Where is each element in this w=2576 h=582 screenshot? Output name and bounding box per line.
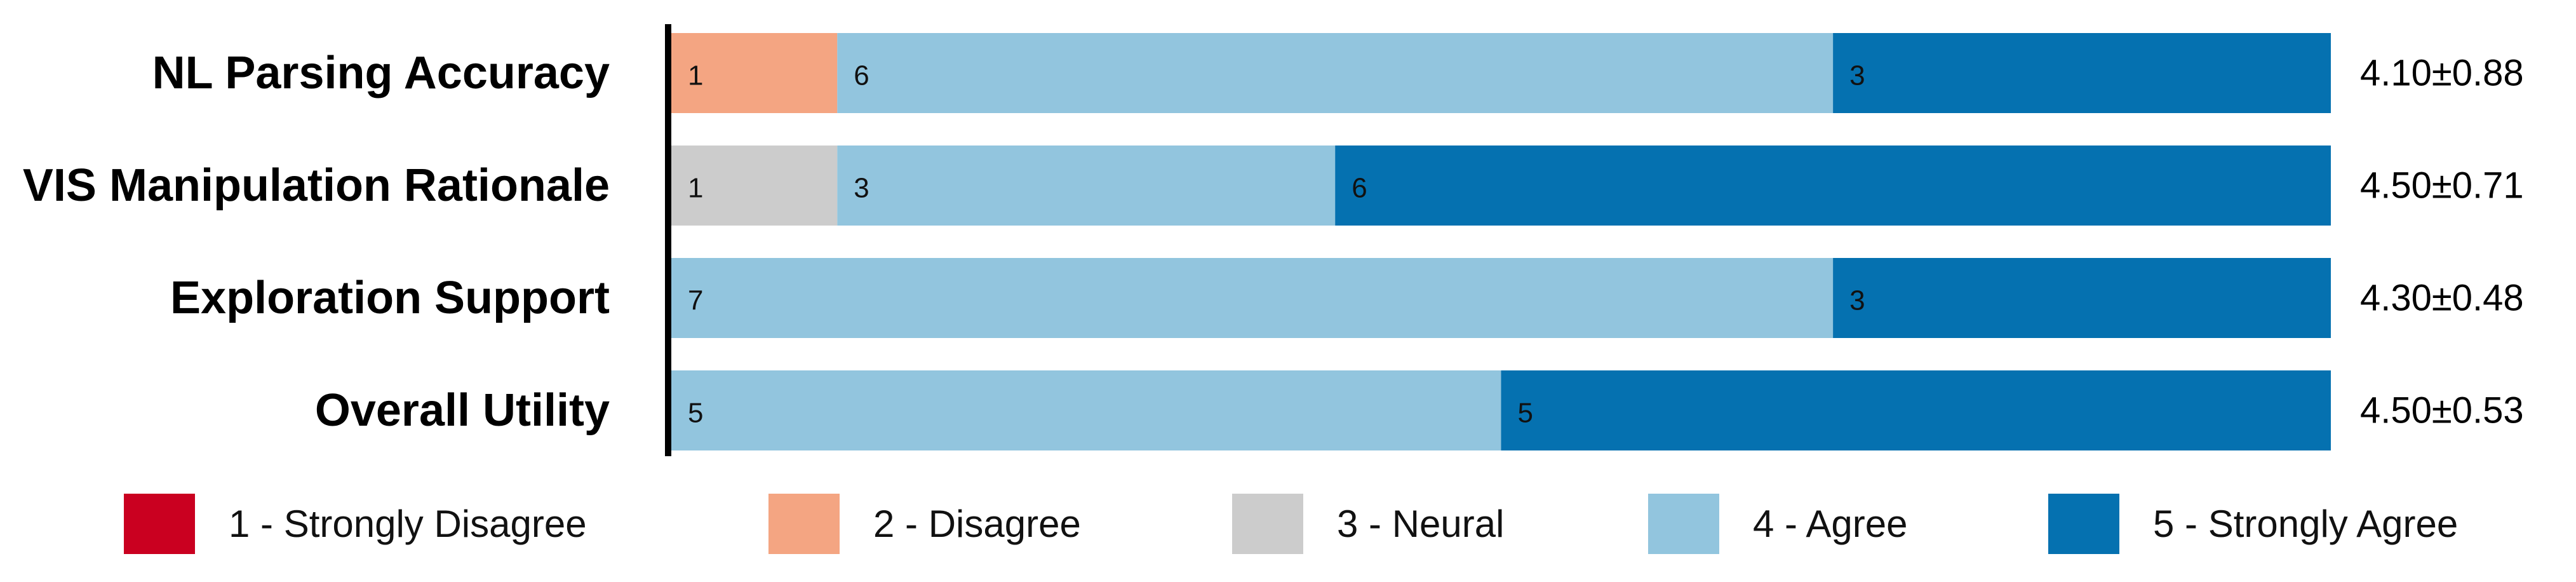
bar-segment-nl-parsing-accuracy-5 — [1833, 33, 2331, 113]
segment-count-nl-parsing-accuracy-2: 1 — [688, 60, 703, 91]
segment-count-overall-utility-5: 5 — [1518, 398, 1533, 429]
legend-swatch-4 — [1648, 494, 1719, 554]
mean-sd-vis-manipulation-rationale: 4.50±0.71 — [2360, 165, 2524, 206]
bar-segment-overall-utility-5 — [1501, 370, 2331, 450]
segment-count-overall-utility-4: 5 — [688, 398, 703, 429]
bar-segment-vis-manipulation-rationale-3 — [671, 146, 838, 226]
bar-segment-nl-parsing-accuracy-4 — [837, 33, 1834, 113]
category-label-exploration-support: Exploration Support — [170, 273, 610, 323]
category-label-overall-utility: Overall Utility — [315, 385, 610, 436]
mean-sd-exploration-support: 4.30±0.48 — [2360, 278, 2524, 319]
legend-label-1: 1 - Strongly Disagree — [229, 503, 587, 545]
segment-count-exploration-support-4: 7 — [688, 285, 703, 316]
mean-sd-nl-parsing-accuracy: 4.10±0.88 — [2360, 53, 2524, 94]
legend-label-4: 4 - Agree — [1753, 503, 1908, 545]
bar-segment-exploration-support-5 — [1833, 258, 2331, 338]
legend: 1 - Strongly Disagree 2 - Disagree 3 - Neu… — [124, 494, 2458, 554]
legend-label-5: 5 - Strongly Agree — [2153, 503, 2458, 545]
mean-sd-labels: 4.10±0.88 4.50±0.71 4.30±0.48 4.50±0.53 — [2360, 53, 2524, 431]
segment-count-exploration-support-5: 3 — [1849, 285, 1865, 316]
legend-label-3: 3 - Neural — [1337, 503, 1504, 545]
category-labels: NL Parsing Accuracy VIS Manipulation Rati… — [23, 48, 610, 436]
legend-label-2: 2 - Disagree — [873, 503, 1081, 545]
category-label-nl-parsing-accuracy: NL Parsing Accuracy — [152, 48, 610, 98]
bar-segment-nl-parsing-accuracy-2 — [671, 33, 838, 113]
bar-segment-overall-utility-4 — [671, 370, 1501, 450]
segment-count-vis-manipulation-rationale-4: 3 — [854, 173, 869, 204]
segment-count-nl-parsing-accuracy-4: 6 — [854, 60, 869, 91]
segment-count-vis-manipulation-rationale-5: 6 — [1352, 173, 1367, 204]
segment-count-vis-manipulation-rationale-3: 1 — [688, 173, 703, 204]
legend-swatch-5 — [2048, 494, 2119, 554]
legend-swatch-3 — [1232, 494, 1303, 554]
bar-segment-exploration-support-4 — [671, 258, 1834, 338]
segment-count-nl-parsing-accuracy-5: 3 — [1849, 60, 1865, 91]
legend-swatch-2 — [768, 494, 840, 554]
mean-sd-overall-utility: 4.50±0.53 — [2360, 390, 2524, 431]
category-label-vis-manipulation-rationale: VIS Manipulation Rationale — [23, 160, 610, 211]
bar-segment-vis-manipulation-rationale-4 — [837, 146, 1336, 226]
bar-segment-vis-manipulation-rationale-5 — [1335, 146, 2331, 226]
stacked-bars: 1 6 3 1 3 6 7 3 5 5 — [671, 33, 2331, 450]
legend-swatch-1 — [124, 494, 195, 554]
